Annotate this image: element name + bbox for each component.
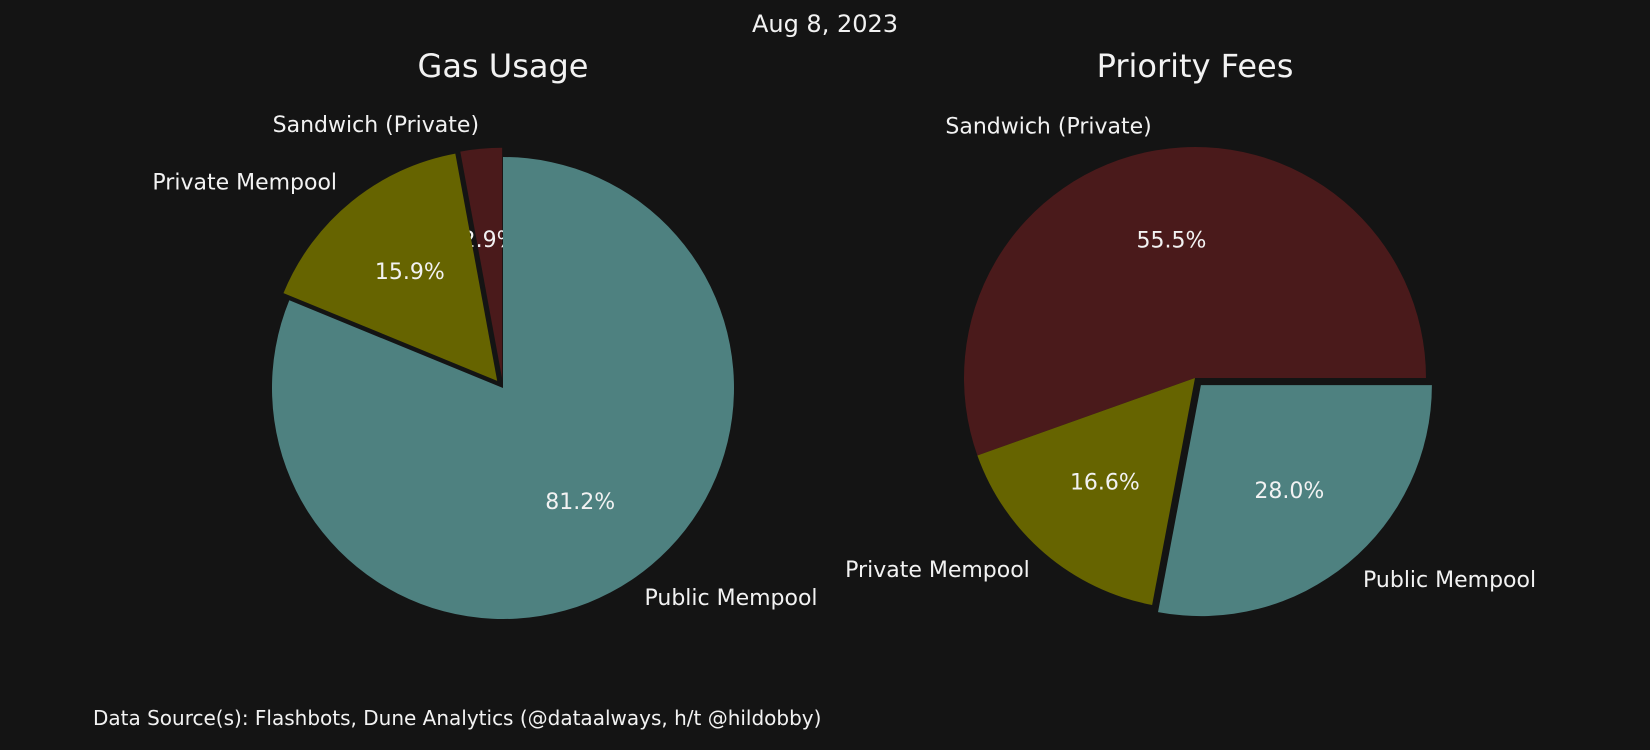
pie-pct-label-public-mempool: 28.0% xyxy=(1254,479,1324,504)
pie-slice-private-mempool xyxy=(283,153,498,381)
pie-category-label-sandwich-private: Sandwich (Private) xyxy=(945,115,1151,140)
pie-category-label-public-mempool: Public Mempool xyxy=(645,586,818,611)
pie-slice-public-mempool xyxy=(1158,385,1432,617)
pie-category-label-public-mempool: Public Mempool xyxy=(1363,568,1536,593)
pie-slice-public-mempool xyxy=(272,157,734,619)
chart-title: Gas Usage xyxy=(418,47,589,85)
pie-slice-sandwich-private xyxy=(460,147,503,379)
pie-category-label-private-mempool: Private Mempool xyxy=(845,558,1030,583)
pie-pct-label-private-mempool: 16.6% xyxy=(1070,470,1140,495)
pie-slice-sandwich-private xyxy=(963,147,1426,456)
data-source-footer: Data Source(s): Flashbots, Dune Analytic… xyxy=(93,706,822,730)
figure-date-title: Aug 8, 2023 xyxy=(751,10,899,38)
pie-slice-private-mempool xyxy=(977,378,1195,605)
pie-pct-label-sandwich-private: 55.5% xyxy=(1136,228,1206,253)
pie-category-label-sandwich-private: Sandwich (Private) xyxy=(273,113,479,138)
pie-pct-label-public-mempool: 81.2% xyxy=(545,490,615,515)
pie-pct-label-private-mempool: 15.9% xyxy=(375,260,445,285)
pie-chart-priority-fees: Priority Fees 55.5% Sandwich (Private) 16.6… xyxy=(845,47,1536,617)
pie-category-label-private-mempool: Private Mempool xyxy=(152,171,337,196)
chart-title: Priority Fees xyxy=(1097,47,1294,85)
